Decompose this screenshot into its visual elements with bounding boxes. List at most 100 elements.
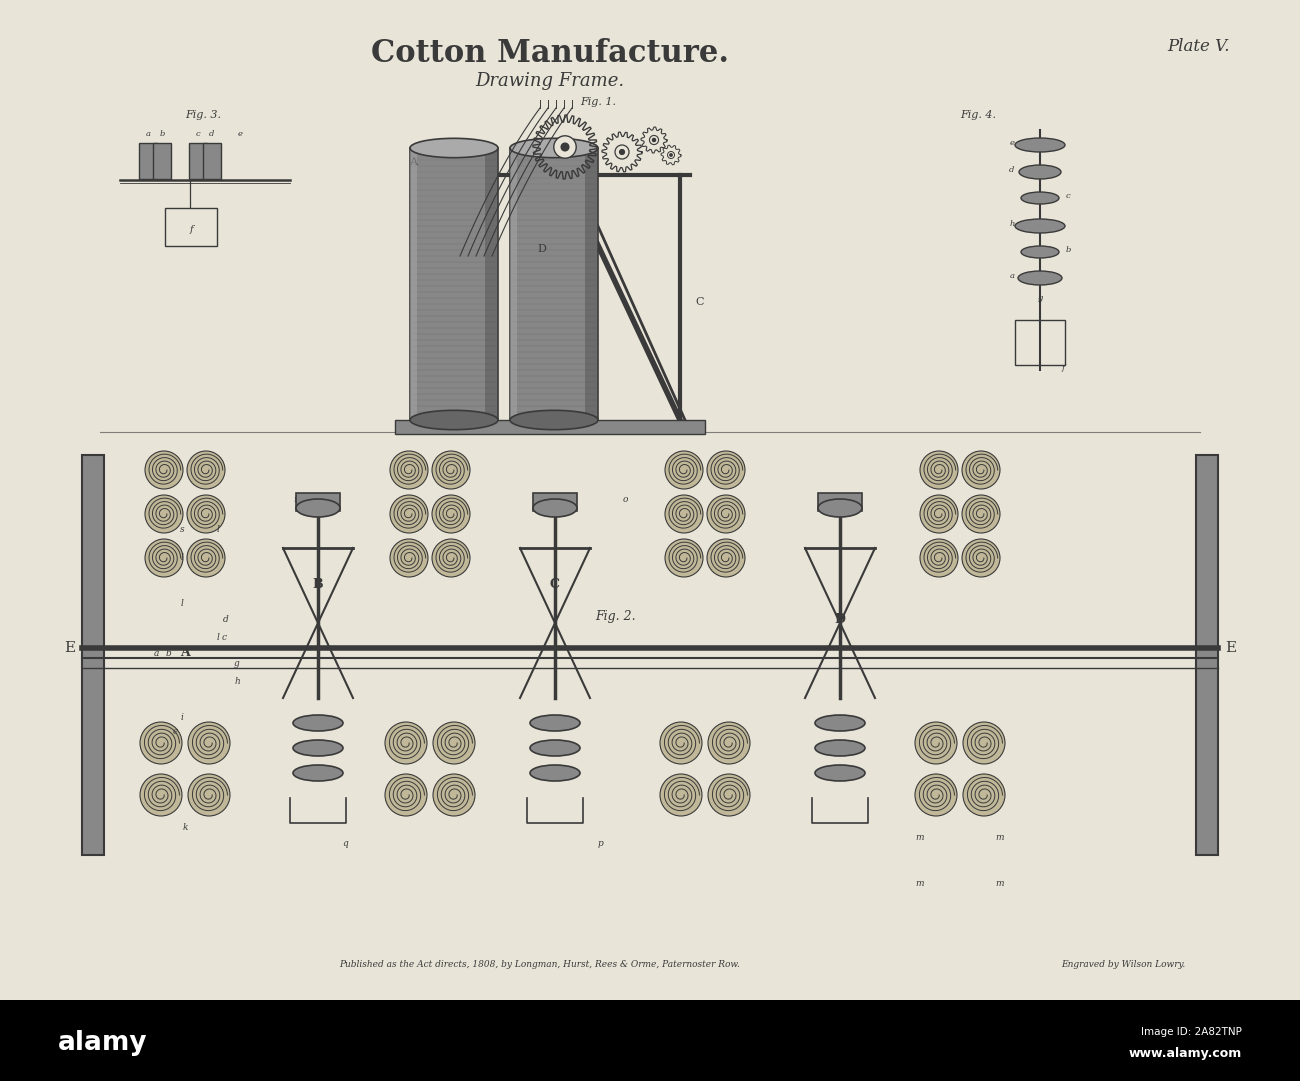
Bar: [0, 1000, 1300, 1081]
Ellipse shape: [1019, 165, 1061, 179]
Ellipse shape: [815, 715, 865, 731]
Ellipse shape: [1020, 246, 1060, 258]
Circle shape: [666, 451, 703, 489]
Text: i: i: [181, 713, 183, 722]
Text: h: h: [234, 677, 240, 685]
Ellipse shape: [292, 715, 343, 731]
Text: Fig. 3.: Fig. 3.: [185, 110, 221, 120]
Ellipse shape: [530, 740, 580, 756]
Text: E: E: [64, 641, 75, 655]
Text: g: g: [234, 658, 240, 667]
Text: Engraved by Wilson Lowry.: Engraved by Wilson Lowry.: [1061, 960, 1186, 969]
Text: o: o: [623, 495, 628, 505]
Circle shape: [653, 138, 655, 142]
Text: a: a: [153, 649, 159, 657]
Text: r: r: [292, 495, 298, 505]
Text: alamy: alamy: [58, 1030, 148, 1056]
Text: c: c: [1066, 192, 1070, 200]
Text: Fig. 2.: Fig. 2.: [595, 610, 636, 623]
Circle shape: [385, 774, 426, 816]
Text: m: m: [915, 879, 924, 888]
Text: l: l: [181, 553, 183, 562]
Text: Plate V.: Plate V.: [1167, 38, 1230, 55]
Circle shape: [920, 539, 958, 577]
Text: b: b: [165, 649, 170, 657]
Text: B: B: [556, 149, 566, 159]
Text: c: c: [195, 130, 200, 138]
Circle shape: [666, 539, 703, 577]
Ellipse shape: [1015, 138, 1065, 152]
Circle shape: [660, 774, 702, 816]
Ellipse shape: [815, 765, 865, 780]
Bar: [410, 148, 417, 421]
Text: C: C: [550, 578, 560, 591]
Circle shape: [146, 495, 183, 533]
Text: g: g: [1037, 294, 1043, 302]
Circle shape: [707, 451, 745, 489]
Circle shape: [390, 495, 428, 533]
Circle shape: [188, 774, 230, 816]
Text: Cotton Manufacture.: Cotton Manufacture.: [370, 38, 729, 69]
Text: D: D: [835, 613, 845, 626]
Bar: [1196, 455, 1218, 855]
Text: d: d: [1009, 166, 1015, 174]
Circle shape: [146, 539, 183, 577]
Ellipse shape: [1018, 271, 1062, 285]
Text: m: m: [996, 879, 1004, 888]
Text: Published as the Act directs, 1808, by Longman, Hurst, Rees & Orme, Paternoster : Published as the Act directs, 1808, by L…: [339, 960, 741, 969]
Bar: [510, 148, 517, 421]
Text: Drawing Frame.: Drawing Frame.: [476, 72, 624, 90]
Circle shape: [554, 136, 576, 158]
Bar: [585, 148, 598, 421]
Ellipse shape: [292, 740, 343, 756]
Bar: [510, 148, 598, 421]
Bar: [188, 143, 207, 179]
Bar: [203, 143, 221, 179]
Text: s: s: [179, 525, 185, 534]
Bar: [82, 455, 104, 855]
Circle shape: [670, 154, 672, 156]
Text: l: l: [217, 633, 220, 642]
Ellipse shape: [533, 499, 577, 517]
Text: f: f: [190, 225, 192, 233]
Bar: [139, 143, 157, 179]
Text: c: c: [221, 633, 226, 642]
Circle shape: [963, 722, 1005, 764]
Text: l: l: [217, 525, 220, 534]
Text: n: n: [837, 495, 842, 505]
Text: k: k: [182, 824, 187, 832]
Text: p: p: [597, 839, 603, 848]
Circle shape: [146, 451, 183, 489]
Text: a: a: [146, 130, 151, 138]
Circle shape: [920, 451, 958, 489]
Circle shape: [962, 539, 1000, 577]
Text: A: A: [181, 646, 190, 659]
Circle shape: [660, 722, 702, 764]
Circle shape: [390, 539, 428, 577]
Text: e: e: [1010, 139, 1014, 147]
Circle shape: [708, 774, 750, 816]
Bar: [485, 148, 498, 421]
Bar: [165, 208, 217, 246]
Circle shape: [707, 539, 745, 577]
Circle shape: [920, 495, 958, 533]
Text: h: h: [1009, 221, 1015, 228]
Circle shape: [385, 722, 426, 764]
Ellipse shape: [510, 138, 598, 158]
Text: d: d: [224, 615, 229, 625]
Text: E: E: [1225, 641, 1236, 655]
Ellipse shape: [410, 138, 498, 158]
Ellipse shape: [530, 715, 580, 731]
Ellipse shape: [1015, 219, 1065, 233]
Ellipse shape: [815, 740, 865, 756]
Circle shape: [433, 774, 474, 816]
Text: Fig. 1.: Fig. 1.: [580, 97, 616, 107]
Circle shape: [962, 495, 1000, 533]
Circle shape: [187, 495, 225, 533]
Text: l: l: [181, 599, 183, 608]
Ellipse shape: [818, 499, 862, 517]
Circle shape: [562, 143, 569, 151]
Text: e: e: [238, 130, 243, 138]
Circle shape: [707, 495, 745, 533]
Bar: [533, 493, 577, 511]
